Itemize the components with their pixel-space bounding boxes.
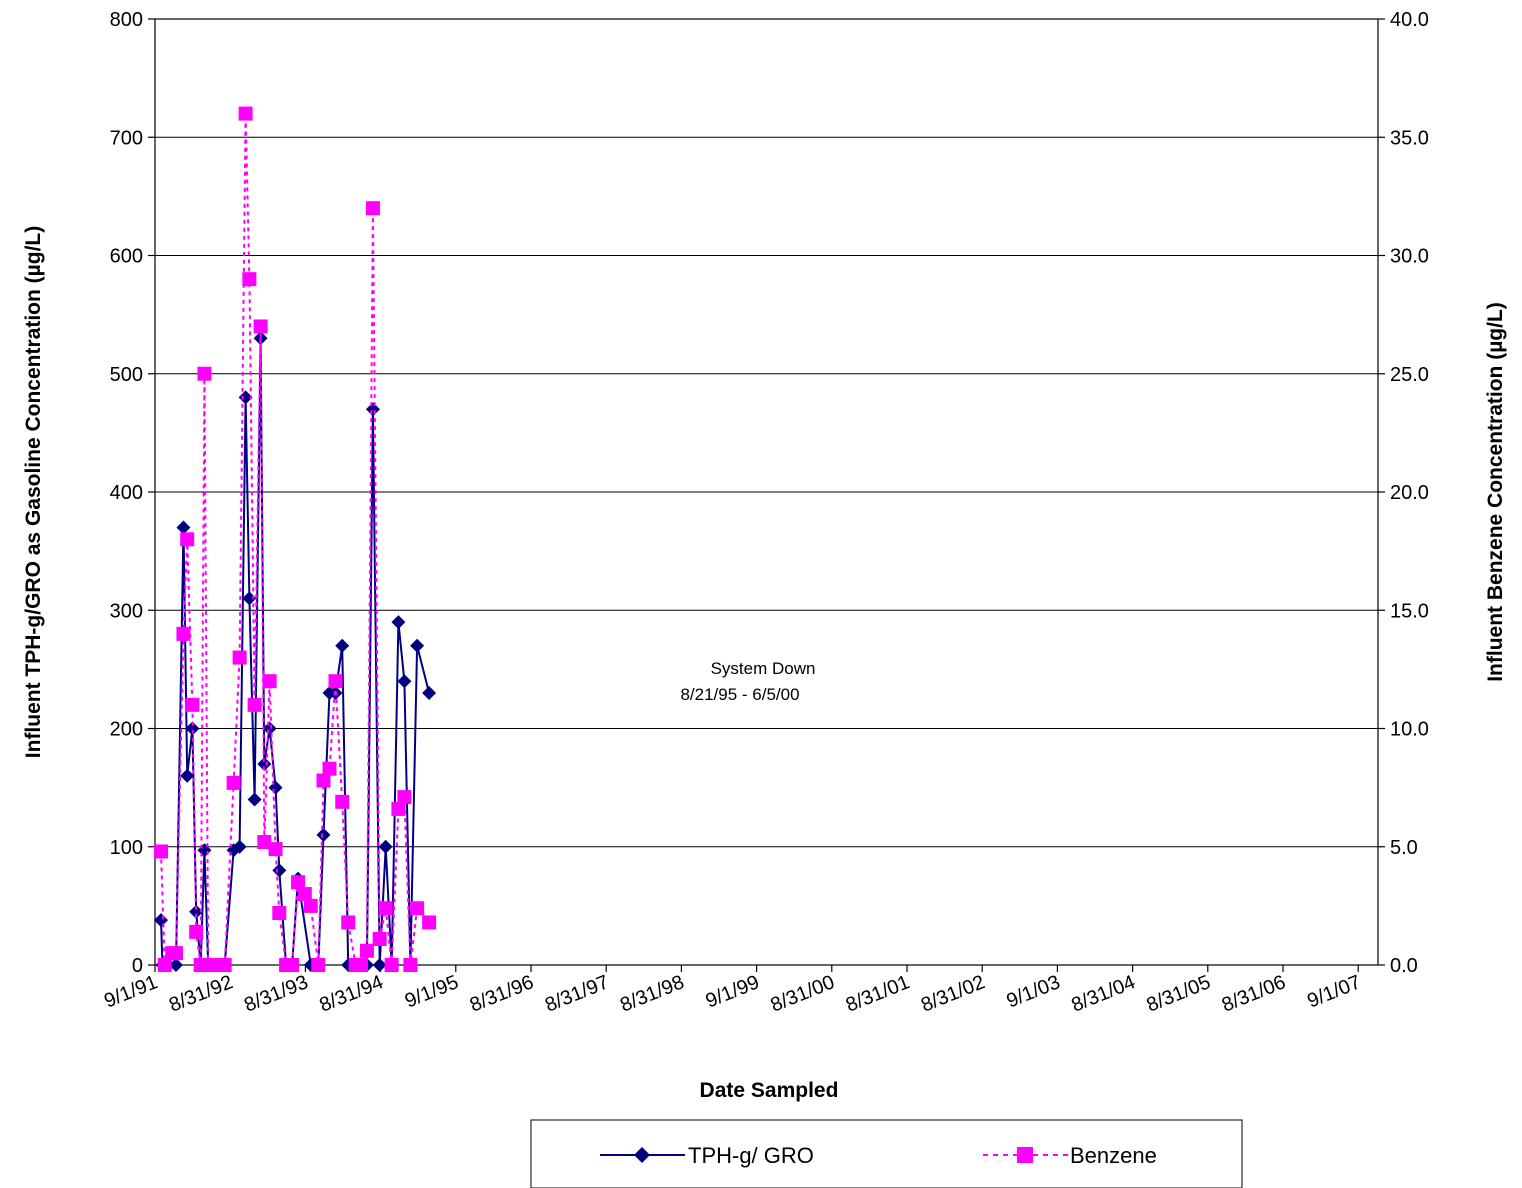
x-axis-title: Date Sampled <box>700 1079 839 1102</box>
tph-point <box>316 827 331 842</box>
tph-point <box>185 721 200 736</box>
benzene-point <box>341 915 356 930</box>
tph-point <box>257 756 272 771</box>
y-left-tick-label: 800 <box>110 9 143 31</box>
tph-point <box>422 686 437 701</box>
benzene-point <box>359 943 374 958</box>
benzene-point <box>268 842 283 857</box>
tph-point <box>335 638 350 653</box>
benzene-point <box>311 958 326 972</box>
tph-point <box>262 721 277 736</box>
tph-point <box>268 780 283 795</box>
y-left-tick-label: 600 <box>110 246 143 268</box>
tph-point <box>247 792 262 807</box>
benzene-point <box>153 844 168 859</box>
benzene-point <box>365 201 380 216</box>
annotation-line-1: System Down <box>711 659 816 678</box>
y-axis-right: 0.0 5.0 10.0 15.0 20.0 25.0 30.0 35.0 40.0 <box>1378 9 1429 977</box>
benzene-point <box>422 915 437 930</box>
benzene-point <box>180 532 195 547</box>
gridlines <box>155 136 1378 848</box>
y-left-tick-label: 400 <box>110 482 143 504</box>
y-axis-right-title: Influent Benzene Concentration (µg/L) <box>1484 302 1507 682</box>
benzene-point <box>410 901 425 916</box>
benzene-point <box>397 790 412 805</box>
benzene-point <box>168 946 183 961</box>
benzene-point <box>353 958 368 972</box>
y-left-tick-label: 200 <box>110 719 143 741</box>
y-left-tick-label: 300 <box>110 600 143 622</box>
y-axis-left-title: Influent TPH-g/GRO as Gasoline Concentra… <box>22 226 45 758</box>
y-right-tick-label: 15.0 <box>1390 600 1429 622</box>
legend: TPH-g/ GRO Benzene <box>530 1119 1243 1188</box>
tph-point <box>397 674 412 689</box>
legend-tph-marker <box>634 1147 650 1163</box>
benzene-point <box>238 106 253 121</box>
benzene-point <box>297 887 312 902</box>
benzene-point <box>316 773 331 788</box>
y-left-tick-label: 100 <box>110 837 143 859</box>
y-right-tick-label: 30.0 <box>1390 246 1429 268</box>
y-right-tick-label: 40.0 <box>1390 9 1429 31</box>
benzene-point <box>262 674 277 689</box>
tph-point <box>391 615 406 630</box>
benzene-point <box>291 875 306 890</box>
benzene-point <box>285 958 300 972</box>
y-left-tick-label: 0 <box>132 955 143 977</box>
benzene-point <box>403 958 418 972</box>
benzene-point <box>303 898 318 913</box>
tph-point <box>272 863 287 878</box>
annotation-line-2: 8/21/95 - 6/5/00 <box>680 685 799 704</box>
tph-point <box>238 390 253 405</box>
tph-point <box>168 958 183 972</box>
benzene-point <box>328 674 343 689</box>
benzene-point <box>272 905 287 920</box>
tph-point <box>378 839 393 854</box>
tph-point <box>180 768 195 783</box>
benzene-point <box>253 319 268 334</box>
tph-point <box>365 402 380 417</box>
tph-line <box>160 338 431 966</box>
legend-tph-label: TPH-g/ GRO <box>688 1143 814 1168</box>
y-axis-left: 0 100 200 300 400 500 600 700 800 <box>110 9 155 977</box>
benzene-point <box>378 901 393 916</box>
y-left-tick-label: 700 <box>110 127 143 149</box>
benzene-point <box>189 924 204 939</box>
tph-point <box>242 591 257 606</box>
benzene-point <box>157 958 172 972</box>
benzene-point <box>322 761 337 776</box>
tph-point <box>189 904 204 919</box>
y-right-tick-label: 25.0 <box>1390 364 1429 386</box>
benzene-point <box>185 697 200 712</box>
y-left-tick-label: 500 <box>110 364 143 386</box>
legend-benzene-label: Benzene <box>1070 1143 1157 1168</box>
benzene-point <box>335 794 350 809</box>
benzene-point <box>247 697 262 712</box>
series-benzene <box>153 106 437 972</box>
y-right-tick-label: 10.0 <box>1390 719 1429 741</box>
tph-point <box>176 520 191 535</box>
benzene-line <box>160 113 430 969</box>
tph-point <box>232 839 247 854</box>
benzene-point <box>391 801 406 816</box>
benzene-point <box>176 626 191 641</box>
tph-point <box>372 958 387 972</box>
benzene-point <box>232 650 247 665</box>
legend-benzene-marker <box>1017 1147 1033 1163</box>
tph-point <box>153 913 168 928</box>
y-right-tick-label: 20.0 <box>1390 482 1429 504</box>
benzene-point <box>384 958 399 972</box>
benzene-point <box>217 958 232 972</box>
benzene-point <box>372 931 387 946</box>
benzene-point <box>197 366 212 381</box>
benzene-point <box>242 272 257 287</box>
y-right-tick-label: 35.0 <box>1390 127 1429 149</box>
benzene-point <box>226 775 241 790</box>
tph-point <box>410 638 425 653</box>
y-right-tick-label: 0.0 <box>1390 955 1418 977</box>
y-right-tick-label: 5.0 <box>1390 837 1418 859</box>
benzene-point <box>257 835 272 850</box>
